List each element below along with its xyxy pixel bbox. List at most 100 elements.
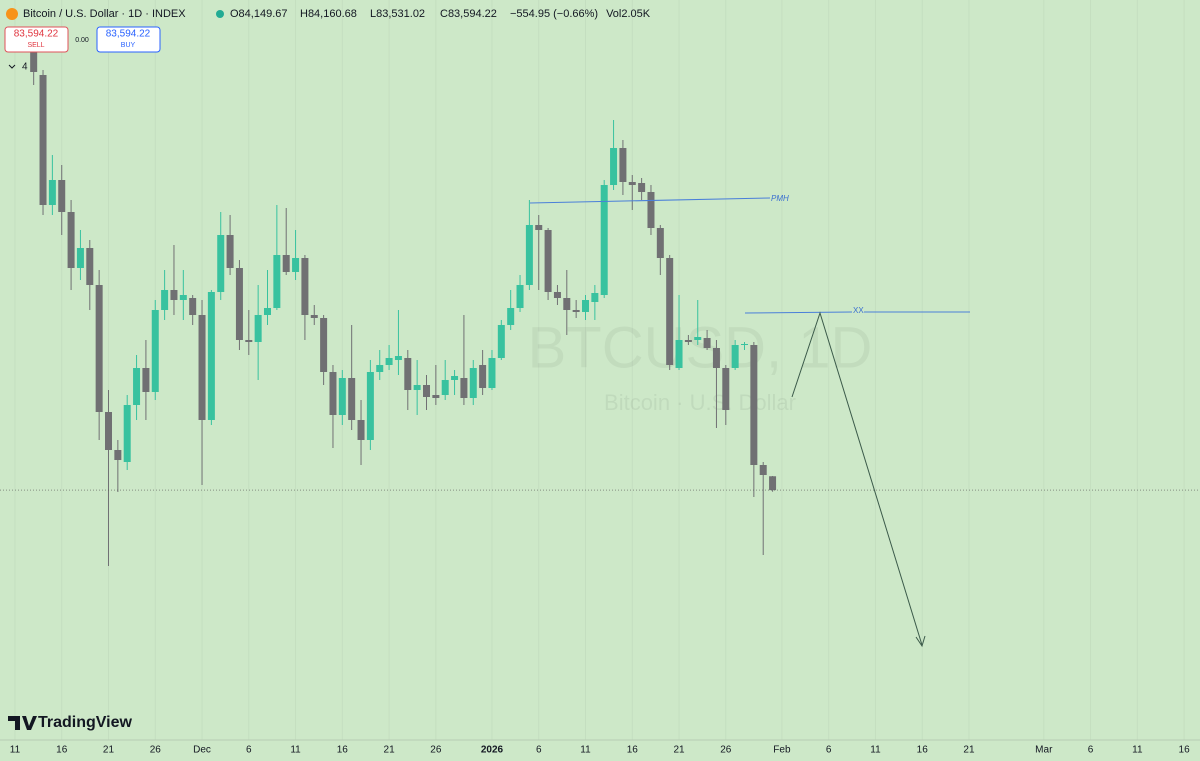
candle-body: [638, 183, 646, 192]
x-tick-label: 11: [870, 745, 881, 756]
candle-body: [712, 348, 720, 368]
candle-body: [769, 476, 777, 491]
candle-body: [235, 268, 243, 340]
candle-body: [525, 225, 533, 285]
candle-body: [217, 235, 225, 292]
candle-body: [95, 285, 103, 412]
candle-body: [516, 285, 524, 308]
buy-button[interactable]: [96, 26, 161, 53]
buy-price: 83,594.22: [106, 29, 151, 40]
candle-body: [48, 180, 56, 205]
candle-body: [170, 290, 178, 300]
candle-body: [413, 385, 421, 390]
x-axis: 11 16 21 26 Dec 6 11 16 21 26 2026 6 11 16 21 26 Feb 6 11 1…: [10, 745, 1190, 756]
candle-body: [488, 358, 496, 388]
candles: [0, 45, 1200, 566]
candle-body: [628, 182, 636, 185]
x-tick-label: 21: [103, 745, 115, 756]
candle-body: [151, 310, 159, 392]
x-tick-label: Feb: [773, 745, 791, 756]
candle-body: [86, 248, 94, 285]
sell-button[interactable]: [4, 26, 69, 53]
candle-body: [619, 148, 627, 182]
x-tick-label: 11: [1132, 745, 1143, 756]
candle-body: [198, 315, 206, 420]
candle-body: [741, 344, 749, 345]
candle-body: [675, 340, 683, 368]
candle-body: [245, 340, 253, 342]
candle-body: [273, 255, 281, 308]
candle-body: [254, 315, 262, 342]
x-tick-label: 6: [1088, 745, 1094, 756]
candle-body: [320, 318, 328, 372]
x-tick-label: 21: [963, 745, 975, 756]
x-tick-label: 6: [246, 745, 252, 756]
candle-body: [189, 298, 197, 315]
candle-body: [497, 325, 505, 358]
candle-body: [507, 308, 515, 325]
sell-label: SELL: [27, 42, 44, 49]
grid: [14, 0, 1185, 740]
candle-body: [694, 337, 702, 340]
projection-arrow: [915, 635, 926, 648]
x-tick-label: 6: [826, 745, 832, 756]
x-tick-label: 26: [720, 745, 732, 756]
buy-label: BUY: [121, 42, 136, 49]
candle-body: [544, 230, 552, 292]
x-tick-label: 11: [580, 745, 591, 756]
candle-body: [123, 405, 131, 462]
candle-body: [460, 378, 468, 398]
pmh-label: PMH: [771, 194, 789, 203]
x-tick-label: 2026: [481, 745, 504, 756]
xx-line: [744, 311, 853, 314]
candle-body: [310, 315, 318, 318]
sell-price: 83,594.22: [14, 29, 59, 40]
candle-body: [292, 258, 300, 272]
market-status: [216, 10, 224, 18]
ohlc-close: C83,594.22: [440, 8, 497, 20]
indicator-chevron[interactable]: [8, 64, 16, 69]
symbol[interactable]: Bitcoin / U.S. Dollar · 1D · INDEX: [23, 8, 186, 20]
x-tick-label: 16: [627, 745, 639, 756]
projection-path: [791, 311, 923, 646]
indicator-count[interactable]: 4: [22, 62, 28, 73]
candle-body: [423, 385, 431, 397]
candle-body: [553, 292, 561, 298]
candle-body: [404, 358, 412, 390]
x-tick-label: Dec: [193, 745, 211, 756]
candle-body: [469, 368, 477, 398]
candle-body: [731, 345, 739, 368]
logo-mark: [8, 716, 37, 730]
x-tick-label: 11: [290, 745, 301, 756]
candle-body: [104, 412, 112, 450]
ohlc-change: −554.95 (−0.66%): [510, 8, 598, 20]
candle-body: [722, 368, 730, 410]
logo-text[interactable]: TradingView: [38, 714, 133, 731]
candle-body: [591, 293, 599, 302]
candle-body: [600, 185, 608, 295]
candle-body: [179, 295, 187, 300]
candle-body: [563, 298, 571, 310]
candle-body: [666, 258, 674, 365]
x-tick-label: 26: [430, 745, 442, 756]
candle-body: [142, 368, 150, 392]
candle-body: [30, 50, 38, 72]
candle-body: [348, 378, 356, 420]
candle-body: [114, 450, 122, 460]
candle-body: [582, 300, 590, 312]
candle-body: [535, 225, 543, 230]
candle-body: [376, 365, 384, 372]
candle-body: [451, 376, 459, 380]
xx-label: XX: [853, 306, 864, 315]
candle-body: [357, 420, 365, 440]
x-tick-label: 11: [10, 745, 21, 756]
x-tick-label: 16: [1179, 745, 1191, 756]
volume: Vol2.05K: [606, 8, 651, 20]
watermark-description: Bitcoin · U.S. Dollar: [604, 390, 796, 415]
watermark-symbol: BTCUSD, 1D: [528, 315, 873, 380]
x-tick-label: 16: [337, 745, 349, 756]
candle-body: [58, 180, 66, 212]
symbol-icon: [6, 8, 18, 20]
